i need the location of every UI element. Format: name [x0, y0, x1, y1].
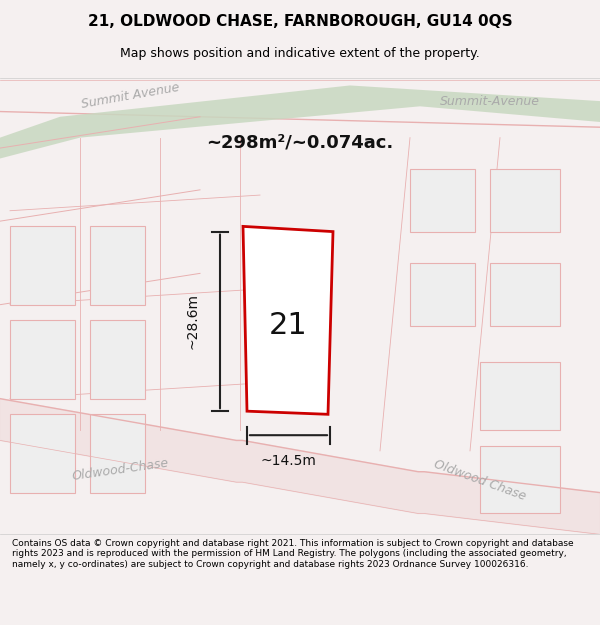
Text: Summit-Avenue: Summit-Avenue [440, 94, 540, 108]
Bar [90, 414, 145, 492]
Text: Contains OS data © Crown copyright and database right 2021. This information is : Contains OS data © Crown copyright and d… [12, 539, 574, 569]
Bar [480, 446, 560, 514]
Bar [10, 321, 75, 399]
Bar [10, 226, 75, 304]
Bar [480, 362, 560, 430]
Text: ~298m²/~0.074ac.: ~298m²/~0.074ac. [206, 134, 394, 152]
Bar [490, 169, 560, 232]
Text: 21: 21 [269, 311, 307, 340]
Text: Oldwood Chase: Oldwood Chase [432, 458, 528, 503]
Bar [90, 321, 145, 399]
Bar [410, 169, 475, 232]
Text: Map shows position and indicative extent of the property.: Map shows position and indicative extent… [120, 48, 480, 61]
Text: 21, OLDWOOD CHASE, FARNBOROUGH, GU14 0QS: 21, OLDWOOD CHASE, FARNBOROUGH, GU14 0QS [88, 14, 512, 29]
Bar [410, 263, 475, 326]
Text: ~14.5m: ~14.5m [260, 454, 316, 468]
Polygon shape [0, 86, 600, 159]
Bar [90, 226, 145, 304]
Bar [10, 414, 75, 492]
Text: Oldwood-Chase: Oldwood-Chase [71, 456, 169, 483]
Text: ~28.6m: ~28.6m [186, 293, 200, 349]
Bar [490, 263, 560, 326]
Polygon shape [243, 226, 333, 414]
Text: Summit Avenue: Summit Avenue [80, 81, 180, 111]
